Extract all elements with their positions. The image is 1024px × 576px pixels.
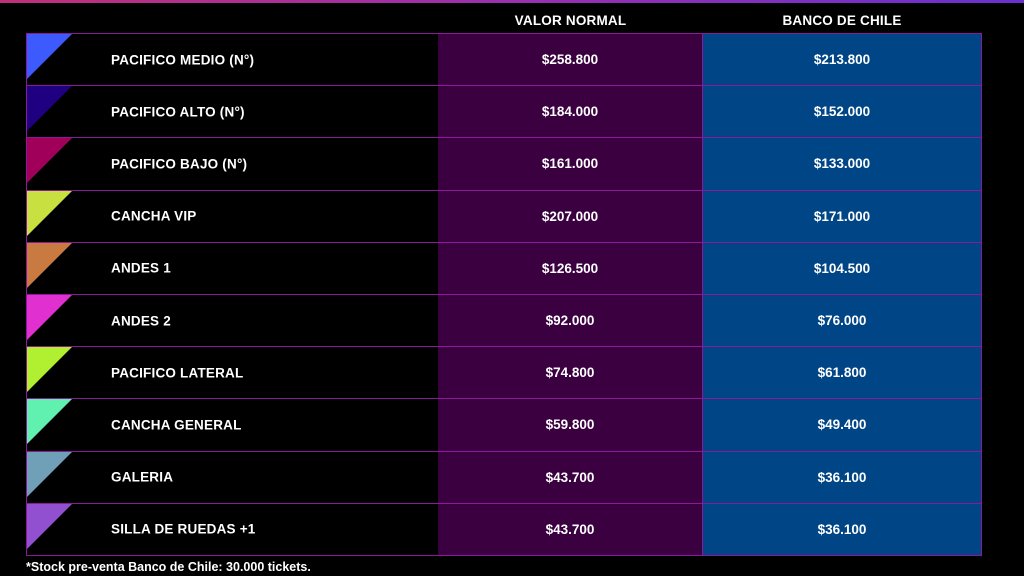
table-row: GALERIA $43.700 $36.100: [26, 450, 982, 504]
normal-price: $74.800: [438, 346, 703, 400]
banco-price: $133.000: [702, 137, 982, 191]
table-row: PACIFICO MEDIO (N°) $258.800 $213.800: [26, 32, 982, 87]
table-row: PACIFICO BAJO (N°) $161.000 $133.000: [26, 137, 982, 191]
table-row: PACIFICO LATERAL $74.800 $61.800: [26, 346, 982, 400]
banco-price: $213.800: [702, 32, 982, 87]
section-color-swatch: [27, 34, 72, 79]
section-name: PACIFICO BAJO (N°): [111, 156, 248, 172]
normal-price: $184.000: [438, 85, 703, 139]
section-name: GALERIA: [111, 469, 174, 485]
banco-price: $76.000: [702, 293, 982, 348]
normal-price: $43.700: [438, 502, 703, 556]
section-cell: PACIFICO BAJO (N°): [26, 137, 438, 191]
normal-price: $126.500: [438, 241, 703, 295]
normal-price: $92.000: [438, 293, 703, 348]
section-color-swatch: [27, 242, 72, 288]
normal-price: $59.800: [438, 398, 703, 452]
section-color-swatch: [27, 86, 72, 132]
price-table: PACIFICO MEDIO (N°) $258.800 $213.800 PACIF…: [26, 32, 982, 556]
banco-price: $49.400: [702, 398, 982, 452]
table-row: ANDES 1 $126.500 $104.500: [26, 241, 982, 295]
section-name: SILLA DE RUEDAS +1: [111, 521, 256, 537]
section-color-swatch: [27, 503, 72, 549]
table-row: CANCHA GENERAL $59.800 $49.400: [26, 398, 982, 452]
banco-price: $36.100: [702, 502, 982, 556]
normal-price: $258.800: [438, 32, 703, 87]
section-cell: PACIFICO LATERAL: [26, 346, 438, 400]
banco-price: $171.000: [702, 189, 982, 243]
banco-price: $152.000: [702, 85, 982, 139]
section-name: PACIFICO ALTO (N°): [111, 104, 245, 120]
section-color-swatch: [27, 451, 72, 497]
table-row: SILLA DE RUEDAS +1 $43.700 $36.100: [26, 502, 982, 556]
section-color-swatch: [27, 138, 72, 184]
header-banco-de-chile: BANCO DE CHILE: [782, 13, 902, 28]
table-row: CANCHA VIP $207.000 $171.000: [26, 189, 982, 243]
section-cell: PACIFICO MEDIO (N°): [26, 32, 438, 87]
footnote: *Stock pre-venta Banco de Chile: 30.000 …: [26, 560, 311, 574]
banco-price: $36.100: [702, 450, 982, 504]
section-color-swatch: [27, 190, 72, 236]
header-valor-normal: VALOR NORMAL: [514, 13, 627, 28]
top-gradient-bar: [0, 0, 1024, 3]
section-name: ANDES 2: [111, 313, 171, 329]
banco-price: $61.800: [702, 346, 982, 400]
section-name: PACIFICO LATERAL: [111, 365, 244, 381]
normal-price: $207.000: [438, 189, 703, 243]
section-name: CANCHA VIP: [111, 208, 197, 224]
section-name: CANCHA GENERAL: [111, 417, 242, 433]
banco-price: $104.500: [702, 241, 982, 295]
normal-price: $161.000: [438, 137, 703, 191]
section-name: PACIFICO MEDIO (N°): [111, 52, 255, 68]
section-color-swatch: [27, 294, 72, 340]
section-cell: CANCHA GENERAL: [26, 398, 438, 452]
section-name: ANDES 1: [111, 260, 171, 276]
section-color-swatch: [27, 347, 72, 393]
table-row: ANDES 2 $92.000 $76.000: [26, 293, 982, 348]
section-cell: PACIFICO ALTO (N°): [26, 85, 438, 139]
section-cell: GALERIA: [26, 450, 438, 504]
section-cell: ANDES 1: [26, 241, 438, 295]
table-row: PACIFICO ALTO (N°) $184.000 $152.000: [26, 85, 982, 139]
section-cell: SILLA DE RUEDAS +1: [26, 502, 438, 556]
section-cell: ANDES 2: [26, 293, 438, 348]
section-cell: CANCHA VIP: [26, 189, 438, 243]
normal-price: $43.700: [438, 450, 703, 504]
section-color-swatch: [27, 399, 72, 445]
